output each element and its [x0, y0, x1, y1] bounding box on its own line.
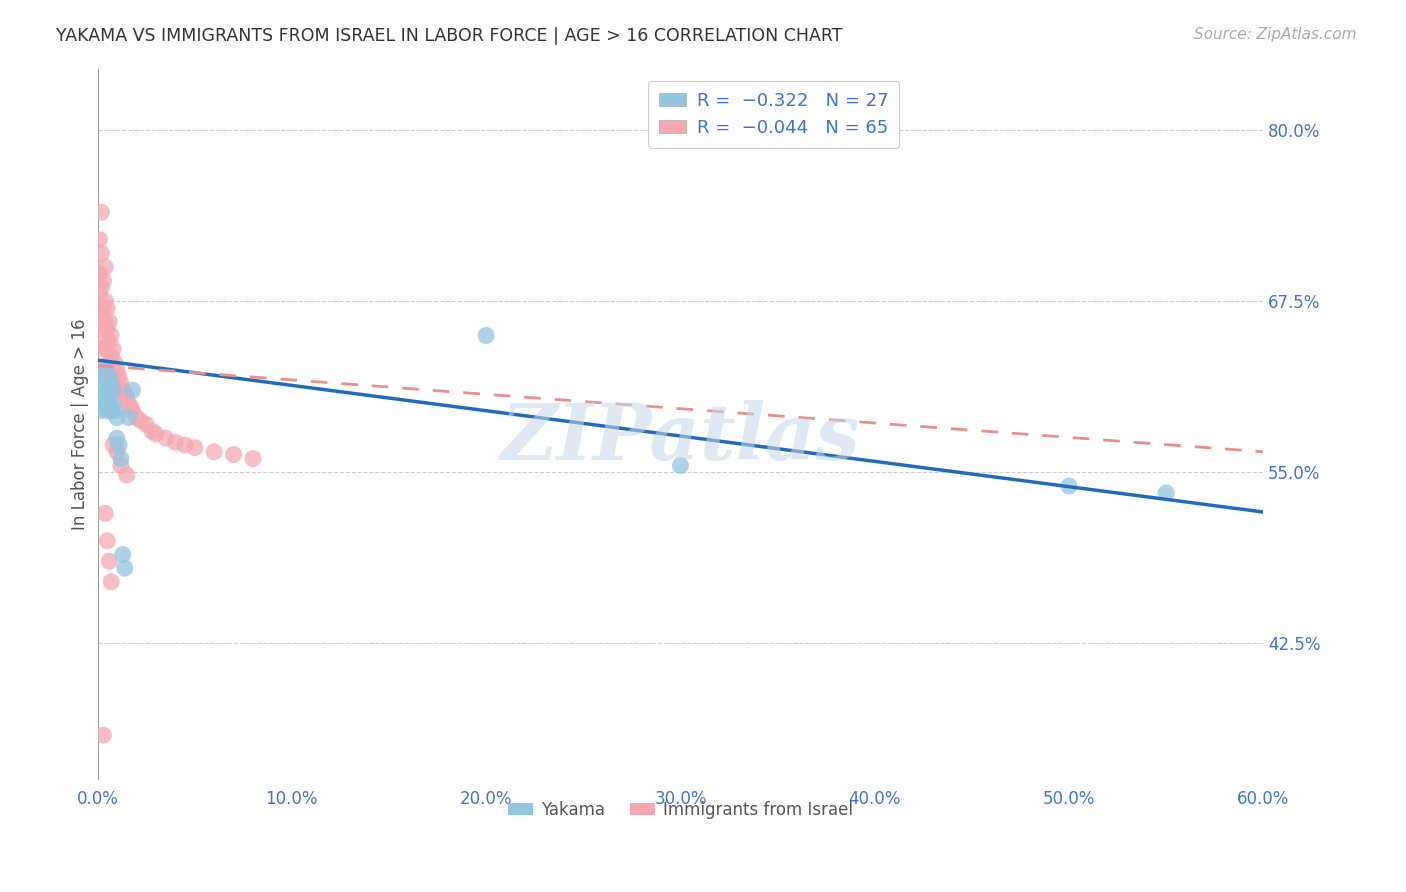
Point: [101, 342, 124, 356]
Point: [100, 574, 122, 589]
Point: [94, 335, 117, 350]
Point: [108, 369, 131, 384]
Point: [118, 397, 141, 411]
Point: [93, 321, 115, 335]
Point: [93, 397, 115, 411]
Point: [1154, 486, 1177, 500]
Point: [98, 369, 121, 384]
Point: [100, 349, 122, 363]
Point: [93, 362, 115, 376]
Legend: Yakama, Immigrants from Israel: Yakama, Immigrants from Israel: [501, 794, 860, 825]
Point: [105, 410, 128, 425]
Point: [100, 403, 122, 417]
Point: [96, 301, 118, 315]
Point: [110, 458, 132, 473]
Text: Source: ZipAtlas.com: Source: ZipAtlas.com: [1194, 27, 1357, 42]
Point: [90, 280, 112, 294]
Point: [98, 356, 121, 370]
Point: [90, 403, 112, 417]
Point: [94, 294, 117, 309]
Point: [111, 383, 134, 397]
Point: [93, 274, 115, 288]
Point: [115, 390, 138, 404]
Point: [114, 561, 136, 575]
Point: [94, 260, 117, 274]
Point: [115, 468, 138, 483]
Point: [98, 335, 121, 350]
Point: [98, 397, 121, 411]
Point: [104, 403, 127, 417]
Point: [98, 376, 121, 391]
Point: [100, 369, 122, 384]
Point: [110, 451, 132, 466]
Point: [100, 328, 122, 343]
Point: [475, 328, 498, 343]
Point: [96, 533, 118, 548]
Point: [101, 383, 124, 397]
Point: [96, 383, 118, 397]
Point: [104, 376, 127, 391]
Point: [110, 376, 132, 391]
Point: [101, 438, 124, 452]
Point: [105, 383, 128, 397]
Point: [105, 362, 128, 376]
Point: [120, 400, 142, 414]
Point: [183, 441, 205, 455]
Text: YAKAMA VS IMMIGRANTS FROM ISRAEL IN LABOR FORCE | AGE > 16 CORRELATION CHART: YAKAMA VS IMMIGRANTS FROM ISRAEL IN LABO…: [56, 27, 842, 45]
Point: [669, 458, 692, 473]
Point: [101, 362, 124, 376]
Point: [89, 369, 111, 384]
Point: [105, 444, 128, 458]
Point: [129, 413, 152, 427]
Point: [98, 397, 121, 411]
Point: [96, 321, 118, 335]
Point: [121, 403, 143, 417]
Point: [114, 386, 136, 401]
Y-axis label: In Labor Force | Age > 16: In Labor Force | Age > 16: [72, 318, 89, 530]
Point: [202, 444, 225, 458]
Point: [98, 554, 121, 568]
Point: [94, 362, 117, 376]
Point: [145, 427, 167, 442]
Point: [104, 356, 127, 370]
Point: [101, 397, 124, 411]
Point: [89, 267, 111, 281]
Point: [100, 376, 122, 391]
Point: [89, 233, 111, 247]
Point: [94, 315, 117, 329]
Point: [222, 448, 245, 462]
Point: [121, 383, 143, 397]
Point: [96, 403, 118, 417]
Point: [90, 308, 112, 322]
Point: [89, 287, 111, 301]
Point: [125, 410, 148, 425]
Point: [93, 376, 115, 391]
Point: [111, 548, 134, 562]
Point: [93, 301, 115, 315]
Point: [242, 451, 264, 466]
Point: [165, 435, 187, 450]
Point: [90, 390, 112, 404]
Point: [93, 728, 115, 742]
Point: [135, 417, 157, 432]
Point: [93, 342, 115, 356]
Point: [1057, 479, 1080, 493]
Point: [98, 315, 121, 329]
Point: [108, 438, 131, 452]
Point: [90, 246, 112, 260]
Text: ZIPatlas: ZIPatlas: [501, 401, 860, 477]
Point: [96, 362, 118, 376]
Point: [101, 383, 124, 397]
Point: [155, 431, 177, 445]
Point: [118, 410, 141, 425]
Point: [174, 438, 197, 452]
Point: [141, 424, 163, 438]
Point: [90, 205, 112, 219]
Point: [96, 342, 118, 356]
Point: [105, 431, 128, 445]
Point: [94, 507, 117, 521]
